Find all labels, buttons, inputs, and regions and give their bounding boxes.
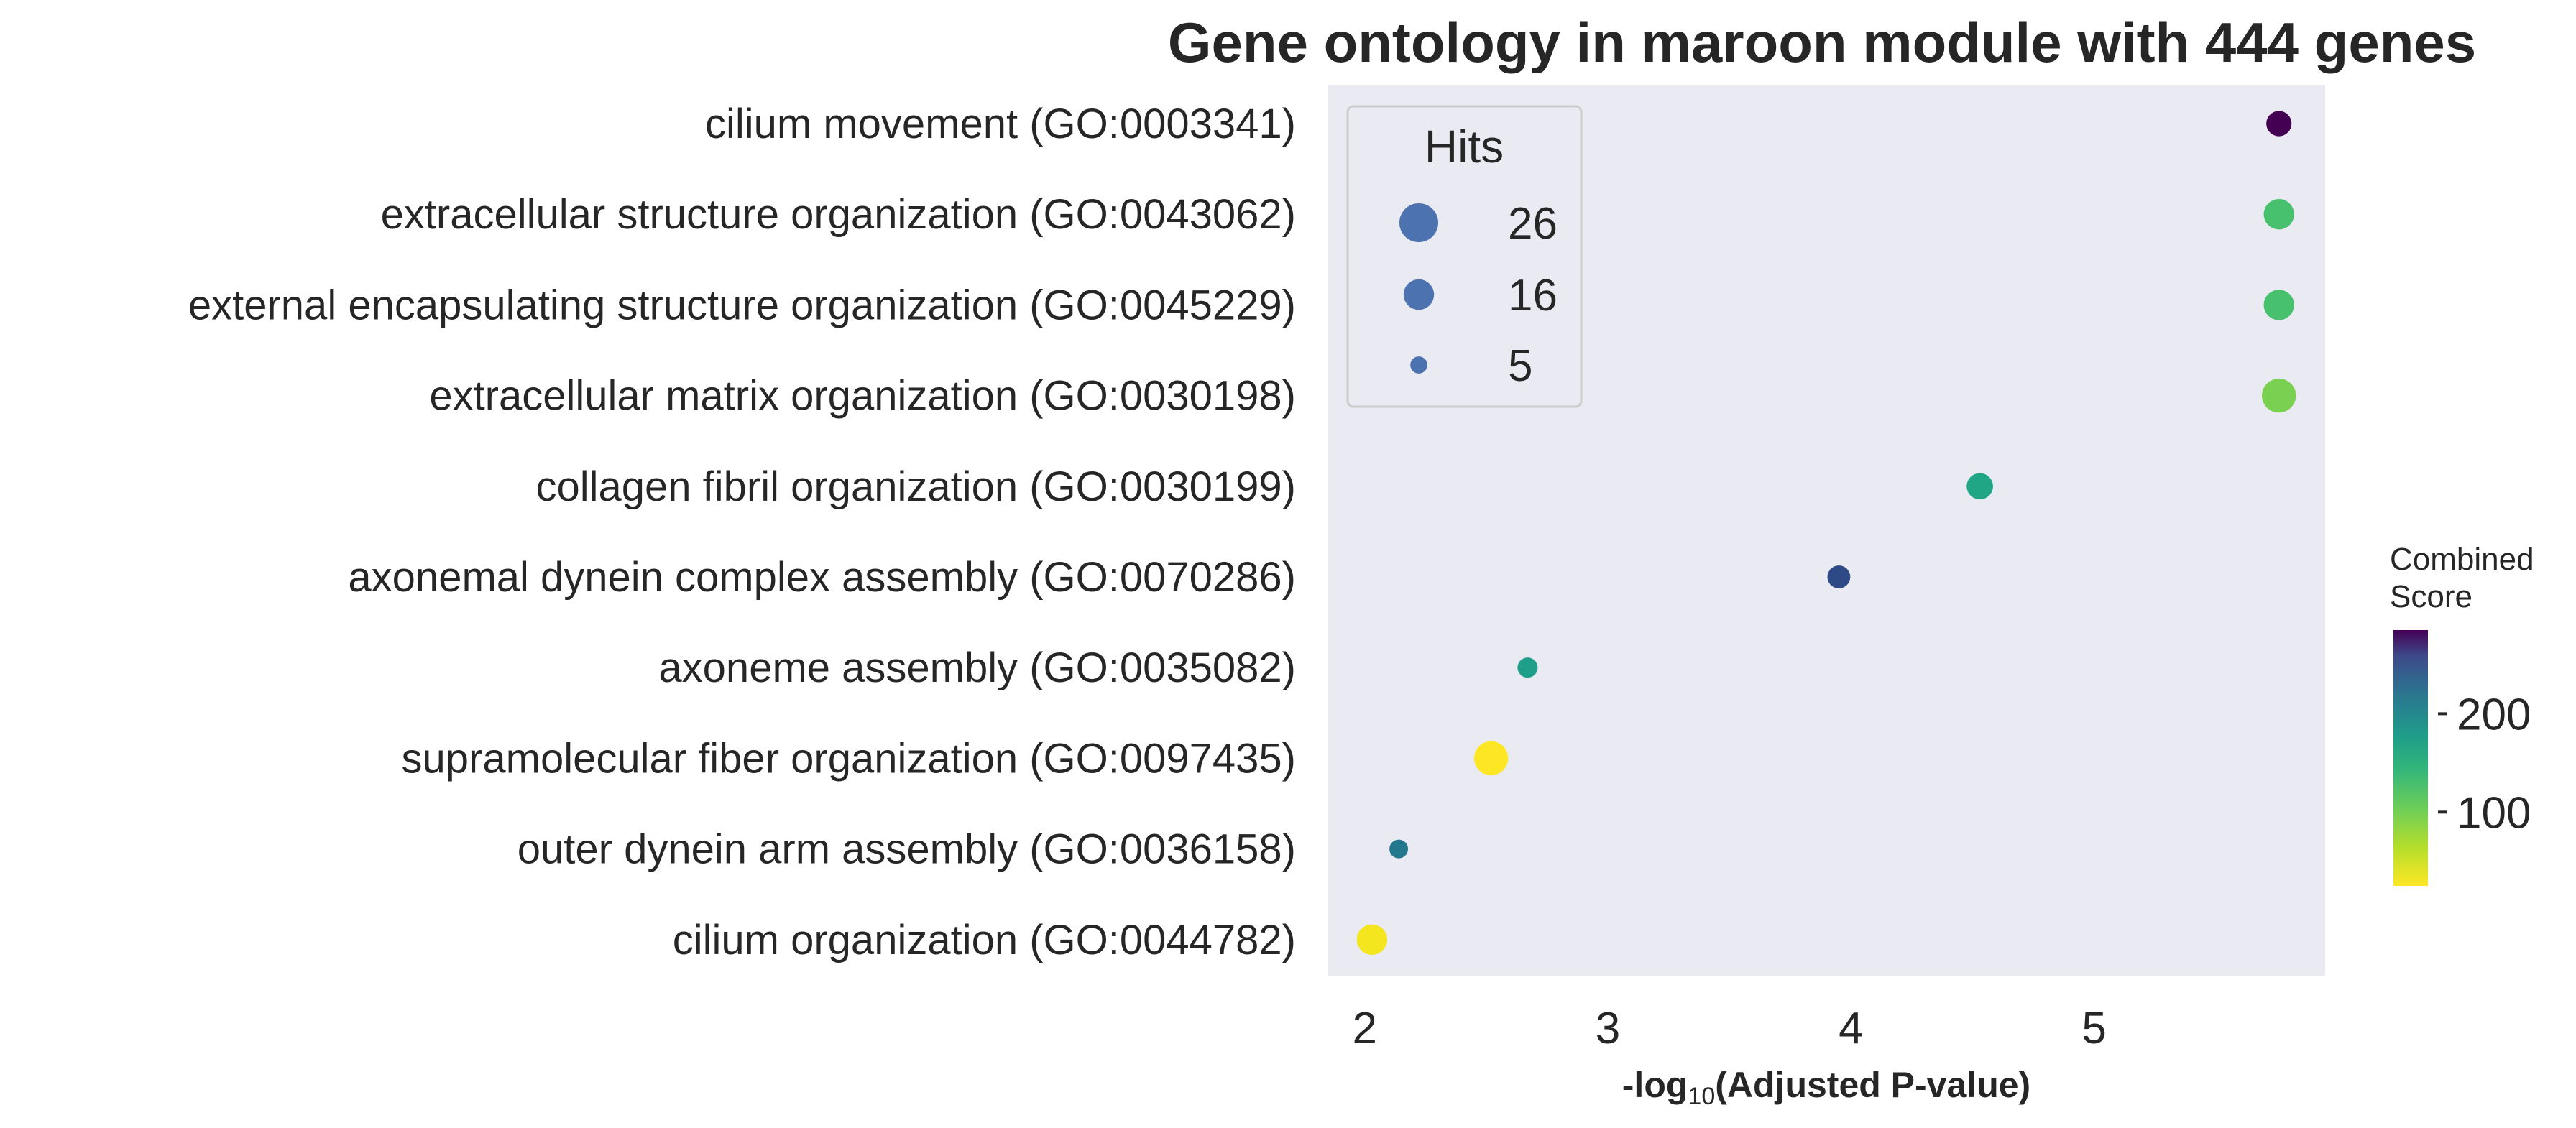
hits-legend-label: 5 — [1508, 341, 1532, 391]
data-point — [1517, 657, 1538, 678]
x-axis-tick-labels: 2 3 4 5 — [1353, 1004, 2107, 1053]
data-point — [1966, 473, 1993, 500]
hits-legend-label: 16 — [1508, 271, 1558, 320]
y-axis-labels: cilium movement (GO:0003341) extracellula… — [188, 101, 1296, 963]
x-tick-label: 5 — [2082, 1004, 2106, 1053]
x-tick-label: 3 — [1596, 1004, 1620, 1053]
data-point — [2262, 378, 2296, 413]
data-point — [1389, 839, 1409, 859]
data-points — [1356, 111, 2296, 956]
y-tick-label: extracellular structure organization (GO… — [381, 191, 1296, 238]
data-point — [1827, 565, 1851, 588]
data-point — [2263, 290, 2294, 320]
y-tick-label: supramolecular fiber organization (GO:00… — [402, 735, 1296, 782]
hits-legend-entries: 26 16 5 — [1399, 199, 1558, 391]
hits-legend-marker — [1410, 356, 1427, 374]
colorbar-gradient — [2393, 630, 2428, 886]
y-tick-label: axonemal dynein complex assembly (GO:007… — [348, 554, 1296, 601]
y-tick-label: cilium movement (GO:0003341) — [705, 101, 1296, 147]
colorbar-title-line1: Combined — [2390, 542, 2534, 577]
x-axis-label: -log10(Adjusted P-value) — [1622, 1065, 2030, 1110]
data-point — [2263, 199, 2294, 230]
x-tick-label: 4 — [1839, 1004, 1863, 1053]
hits-legend-marker — [1403, 279, 1435, 310]
x-axis-label-subscript: 10 — [1688, 1083, 1715, 1110]
colorbar: Combined Score 100 200 — [2390, 542, 2534, 886]
hits-legend-title: Hits — [1425, 121, 1504, 172]
colorbar-ticks: 100 200 — [2438, 690, 2531, 838]
y-tick-label: external encapsulating structure organiz… — [188, 282, 1296, 328]
x-axis-label-suffix: (Adjusted P-value) — [1715, 1065, 2030, 1105]
y-tick-label: extracellular matrix organization (GO:00… — [429, 373, 1296, 420]
hits-legend-marker — [1399, 203, 1439, 243]
x-tick-label: 2 — [1353, 1004, 1377, 1053]
y-tick-label: axoneme assembly (GO:0035082) — [658, 644, 1296, 691]
y-tick-label: outer dynein arm assembly (GO:0036158) — [518, 826, 1296, 873]
colorbar-tick-label: 200 — [2457, 690, 2531, 739]
colorbar-tick-label: 100 — [2457, 788, 2531, 838]
hits-legend-label: 26 — [1508, 199, 1558, 249]
colorbar-title-line2: Score — [2390, 579, 2472, 614]
chart-title: Gene ontology in maroon module with 444 … — [1168, 11, 2476, 74]
data-point — [1473, 741, 1509, 776]
y-tick-label: collagen fibril organization (GO:0030199… — [535, 463, 1296, 510]
data-point — [2266, 111, 2292, 137]
hits-legend-box — [1346, 105, 1583, 408]
y-tick-label: cilium organization (GO:0044782) — [673, 917, 1296, 963]
data-point — [1356, 924, 1388, 956]
x-axis-label-prefix: -log — [1622, 1065, 1688, 1105]
hits-legend: Hits 26 16 5 — [1346, 105, 1583, 408]
